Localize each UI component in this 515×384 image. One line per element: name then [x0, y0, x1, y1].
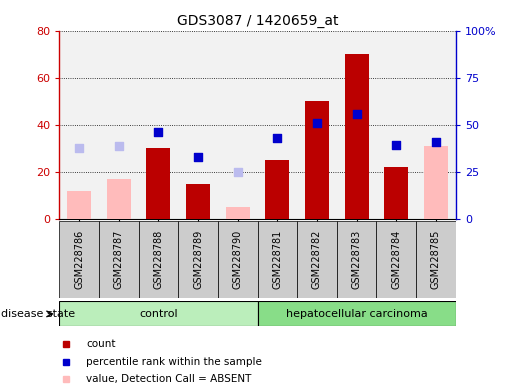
- Text: GSM228783: GSM228783: [352, 230, 362, 289]
- Bar: [258, 221, 297, 298]
- Bar: [258, 31, 297, 219]
- Bar: [218, 221, 258, 298]
- Text: GSM228786: GSM228786: [74, 230, 84, 289]
- Bar: [226, 207, 250, 219]
- Bar: [416, 221, 456, 298]
- Text: disease state: disease state: [1, 309, 75, 319]
- Bar: [376, 221, 416, 298]
- Point: [432, 139, 440, 145]
- Bar: [67, 191, 91, 219]
- Bar: [345, 54, 369, 219]
- Text: value, Detection Call = ABSENT: value, Detection Call = ABSENT: [87, 374, 252, 384]
- Text: count: count: [87, 339, 116, 349]
- Title: GDS3087 / 1420659_at: GDS3087 / 1420659_at: [177, 14, 338, 28]
- Bar: [59, 301, 258, 326]
- Bar: [139, 221, 178, 298]
- Point: [273, 135, 281, 141]
- Point: [313, 120, 321, 126]
- Text: GSM228787: GSM228787: [114, 230, 124, 289]
- Point: [234, 169, 242, 175]
- Point: [194, 154, 202, 160]
- Point: [392, 142, 401, 149]
- Bar: [416, 31, 456, 219]
- Bar: [297, 221, 337, 298]
- Bar: [178, 31, 218, 219]
- Bar: [59, 31, 99, 219]
- Point: [154, 129, 162, 136]
- Bar: [376, 31, 416, 219]
- Bar: [424, 146, 448, 219]
- Bar: [107, 179, 131, 219]
- Bar: [384, 167, 408, 219]
- Text: GSM228782: GSM228782: [312, 230, 322, 289]
- Text: hepatocellular carcinoma: hepatocellular carcinoma: [286, 309, 427, 319]
- Bar: [258, 301, 456, 326]
- Text: GSM228789: GSM228789: [193, 230, 203, 289]
- Bar: [59, 221, 99, 298]
- Bar: [99, 221, 139, 298]
- Bar: [186, 184, 210, 219]
- Text: control: control: [139, 309, 178, 319]
- Point: [352, 111, 360, 117]
- Bar: [146, 148, 170, 219]
- Text: GSM228788: GSM228788: [153, 230, 163, 289]
- Bar: [265, 160, 289, 219]
- Bar: [297, 31, 337, 219]
- Bar: [337, 31, 376, 219]
- Text: GSM228784: GSM228784: [391, 230, 401, 289]
- Bar: [99, 31, 139, 219]
- Text: GSM228785: GSM228785: [431, 230, 441, 289]
- Bar: [337, 221, 376, 298]
- Bar: [218, 31, 258, 219]
- Text: GSM228790: GSM228790: [233, 230, 243, 289]
- Bar: [139, 31, 178, 219]
- Text: percentile rank within the sample: percentile rank within the sample: [87, 357, 262, 367]
- Text: GSM228781: GSM228781: [272, 230, 282, 289]
- Point: [114, 143, 123, 149]
- Bar: [178, 221, 218, 298]
- Point: [75, 145, 83, 151]
- Bar: [305, 101, 329, 219]
